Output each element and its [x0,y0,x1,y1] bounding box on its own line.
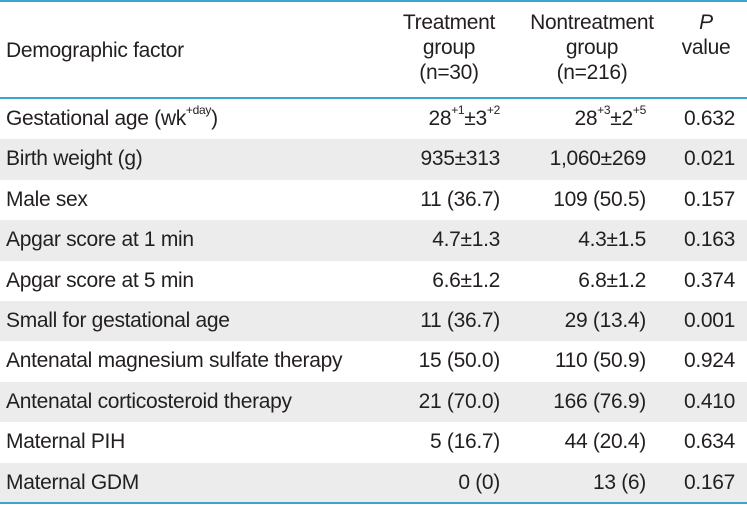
row-nontreatment-value: 110 (50.9) [554,349,646,373]
header-factor-label: Demographic factor [6,39,184,62]
table-body: Gestational age (wk+day) 28+1±3+2 28+3±2… [0,99,747,503]
table-row: Apgar score at 5 min 6.6±1.2 6.8±1.2 0.3… [0,261,747,301]
row-nontreatment-value: 109 (50.5) [553,187,646,211]
row-treatment-value: 21 (70.0) [418,389,501,413]
row-nontreatment-value: 13 (6) [592,470,646,494]
row-p-value: 0.634 [683,430,735,454]
factor-text: Gestational age (wk [6,107,186,130]
table-row: Maternal GDM 0 (0) 13 (6) 0.167 [0,462,747,503]
row-nontreatment-value: 6.8±1.2 [578,268,646,292]
nontreat-mid: ±2 [610,107,633,130]
row-factor: Small for gestational age [6,308,230,332]
row-nontreatment-value: 44 (20.4) [564,430,647,454]
row-p-value: 0.157 [683,187,735,211]
row-factor: Maternal GDM [6,470,139,494]
row-nontreatment-value: 4.3±1.5 [578,228,646,252]
header-demographic-factor: Demographic factor [6,38,184,63]
row-treatment-value: 15 (50.0) [418,349,501,373]
table-row: Antenatal magnesium sulfate therapy 15 (… [0,341,747,381]
row-p-value: 0.374 [683,268,735,292]
table-row: Maternal PIH 5 (16.7) 44 (20.4) 0.634 [0,422,747,462]
row-nontreatment-value: 29 (13.4) [564,308,647,332]
table-row: Male sex 11 (36.7) 109 (50.5) 0.157 [0,180,747,220]
header-treatment-line2: group [422,36,476,59]
header-nontreatment-line3: (n=216) [556,61,628,84]
treat-sup2: +2 [486,103,500,117]
row-treatment-value: 11 (36.7) [420,187,500,211]
row-treatment-value: 11 (36.7) [420,308,500,332]
row-treatment-value: 4.7±1.3 [432,228,500,252]
row-treatment-value: 6.6±1.2 [432,268,500,292]
factor-superscript: +day [185,103,212,117]
row-factor: Antenatal magnesium sulfate therapy [6,349,343,373]
header-p-word: value [681,36,731,59]
nontreat-base: 28 [574,107,598,130]
table-row: Antenatal corticosteroid therapy 21 (70.… [0,381,747,423]
row-p-value: 0.167 [683,470,735,494]
row-factor: Birth weight (g) [6,147,143,171]
header-p-value: P value [672,10,740,60]
row-treatment-value: 5 (16.7) [430,430,500,454]
row-nontreatment-value: 1,060±269 [549,147,647,171]
table-bottom-rule [0,502,747,504]
header-nontreatment-line1: Nontreatment [530,11,654,34]
nontreat-sup1: +3 [597,103,611,117]
table-row: Small for gestational age 11 (36.7) 29 (… [0,300,747,342]
row-p-value: 0.001 [683,308,735,332]
row-p-value: 0.163 [683,228,735,252]
row-treatment-value: 0 (0) [458,470,500,494]
table-row: Gestational age (wk+day) 28+1±3+2 28+3±2… [0,99,747,139]
row-p-value: 0.924 [683,349,735,373]
row-p-value: 0.410 [683,389,735,413]
row-factor: Apgar score at 5 min [6,268,194,292]
row-treatment-value: 935±313 [420,147,500,171]
row-factor: Maternal PIH [6,430,125,454]
header-treatment-group: Treatment group (n=30) [393,10,505,85]
header-nontreatment-line2: group [565,36,619,59]
row-factor: Gestational age (wk+day) [6,99,218,139]
treat-mid: ±3 [464,107,487,130]
header-rule [0,97,747,99]
table-row: Apgar score at 1 min 4.7±1.3 4.3±1.5 0.1… [0,220,747,261]
table-top-rule [0,0,747,2]
header-treatment-line1: Treatment [402,11,496,34]
table-header: Demographic factor Treatment group (n=30… [0,2,747,97]
factor-tail: ) [211,107,218,130]
table-row: Birth weight (g) 935±313 1,060±269 0.021 [0,139,747,180]
row-p-value: 0.632 [683,107,735,130]
row-nontreatment-value: 166 (76.9) [553,389,646,413]
row-treatment-value: 28+1±3+2 [428,99,500,139]
row-nontreatment-value: 28+3±2+5 [574,99,646,139]
nontreat-sup2: +5 [632,103,646,117]
header-p-letter: P [699,11,713,34]
row-factor: Apgar score at 1 min [6,228,194,252]
header-treatment-line3: (n=30) [419,61,479,84]
treat-sup1: +1 [451,103,465,117]
header-nontreatment-group: Nontreatment group (n=216) [523,10,661,85]
row-factor: Male sex [6,187,88,211]
row-p-value: 0.021 [683,147,735,171]
treat-base: 28 [428,107,452,130]
row-factor: Antenatal corticosteroid therapy [6,389,292,413]
